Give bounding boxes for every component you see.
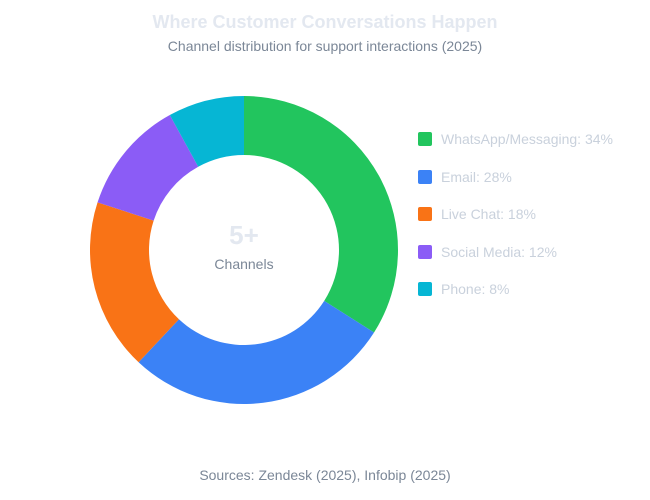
legend-swatch <box>418 132 432 146</box>
center-label: Channels <box>214 256 273 272</box>
slice-social-media[interactable] <box>97 115 199 221</box>
legend-swatch <box>418 244 432 259</box>
legend-label: Live Chat: 18% <box>441 206 536 222</box>
slice-whatsapp-messaging[interactable] <box>244 96 398 333</box>
center-value: 5+ <box>229 220 259 250</box>
legend-swatch <box>418 282 432 296</box>
chart-source: Sources: Zendesk (2025), Infobip (2025) <box>199 467 451 483</box>
slice-email[interactable] <box>138 300 375 404</box>
slice-live-chat[interactable] <box>90 202 179 363</box>
legend-label: Phone: 8% <box>441 281 510 297</box>
legend-item-whatsapp-messaging[interactable]: WhatsApp/Messaging: 34% <box>418 128 613 150</box>
legend-label: Social Media: 12% <box>441 243 557 260</box>
legend-item-social-media[interactable]: Social Media: 12% <box>418 241 613 263</box>
legend-swatch <box>418 169 432 184</box>
chart-legend: WhatsApp/Messaging: 34% Email: 28% Live Ch… <box>418 128 613 316</box>
legend-item-phone[interactable]: Phone: 8% <box>418 278 613 300</box>
slice-phone[interactable] <box>169 96 244 167</box>
legend-item-email[interactable]: Email: 28% <box>418 166 613 188</box>
legend-item-live-chat[interactable]: Live Chat: 18% <box>418 203 613 225</box>
donut-slices <box>90 96 398 404</box>
legend-swatch <box>418 207 432 221</box>
chart-title: Where Customer Conversations Happen <box>152 12 498 32</box>
legend-label: WhatsApp/Messaging: 34% <box>441 131 613 147</box>
legend-label: Email: 28% <box>441 168 512 185</box>
chart-subtitle: Channel distribution for support interac… <box>167 38 483 54</box>
